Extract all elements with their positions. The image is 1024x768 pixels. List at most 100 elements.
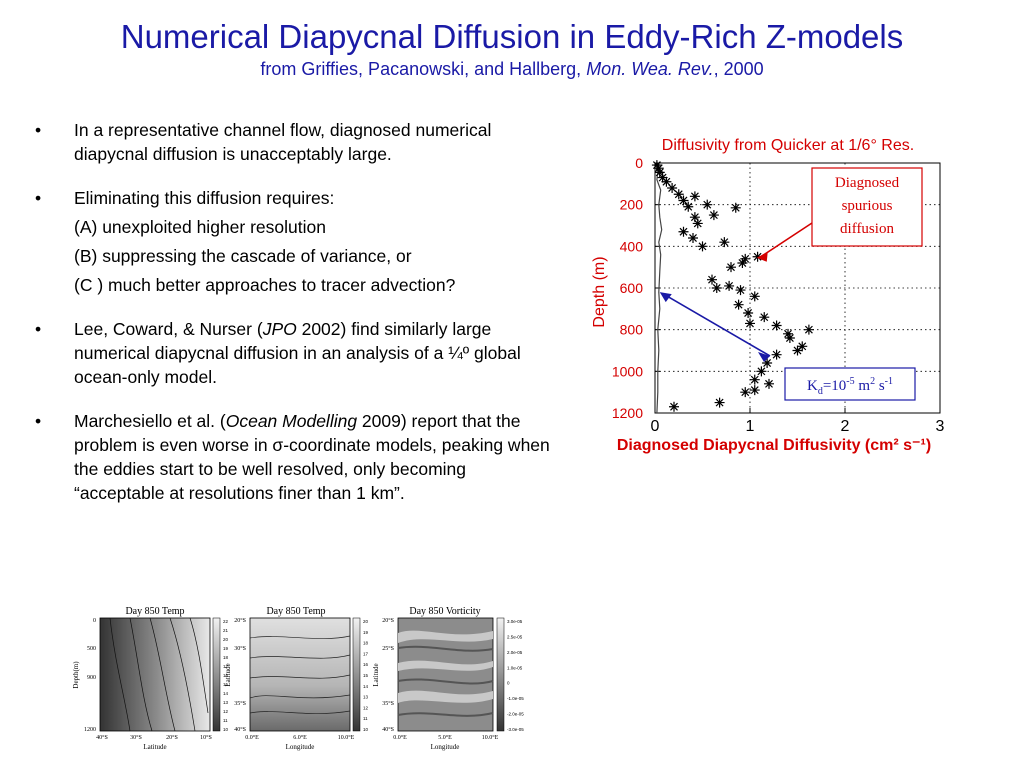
snapshot-ytick: 500 [87,646,96,652]
chart-scatter-series [651,160,814,412]
snapshot-colorbar [496,617,505,732]
y-tick-label: 200 [620,197,644,213]
scatter-point [688,233,698,243]
kd-arrowhead [758,352,770,362]
journal-name: Ocean Modelling [225,411,358,431]
snapshot-xtick: 30°S [130,734,142,741]
bullet-item: • In a representative channel flow, diag… [30,118,555,166]
scatter-point [708,210,719,221]
bullet-subitem: (C ) much better approaches to tracer ad… [74,275,456,295]
bullet-text: Eliminating this diffusion requires: [74,188,335,208]
diffusivity-chart-svg: Diffusivity from Quicker at 1/6° Res. De… [591,137,945,454]
chart-line-series [656,162,663,414]
colorbar-tick-label: 2.0e-05 [507,650,523,655]
journal-name: JPO [262,319,297,339]
scatter-point [764,378,774,389]
x-tick-label: 2 [841,418,850,435]
snapshot-ytick: 25°S [382,645,394,652]
snapshot-title: Day 850 Temp [125,606,184,617]
colorbar-tick-label: 10 [363,727,369,732]
snapshot-ytick: 30°S [234,645,246,652]
scatter-point [797,341,808,352]
bullet-text-post: 2009) report that the problem is even wo… [74,411,550,503]
snapshot-ylabel: Latitude [224,663,232,686]
scatter-point [661,176,672,187]
snapshot-title: Day 850 Vorticity [409,606,480,617]
scatter-point [678,226,689,237]
bullet-dot: • [35,120,42,140]
scatter-point [749,291,760,302]
contour-lines [249,635,351,714]
chart-title: Diffusivity from Quicker at 1/6° Res. [662,137,914,154]
scatter-point [735,285,746,296]
snapshot-xtick: 10.0°E [482,734,499,741]
bullet-text-pre: Lee, Coward, & Nurser ( [74,319,263,339]
colorbar-tick-label: 18 [363,641,369,646]
bullet-item: • Eliminating this diffusion requires: (… [30,186,555,297]
scatter-point [749,385,760,396]
colorbar-tick-label: 15 [223,682,229,687]
scatter-point [702,199,713,210]
snapshot-ytick: 900 [87,675,96,681]
chart-y-axis-label: Depth (m) [591,256,608,327]
colorbar-labels: 3.0e-05 2.5e-05 2.0e-05 1.0e-05 0 -1.0e-05 -2.… [507,619,524,732]
snapshot-xtick: 5.0°E [438,734,452,741]
x-tick-label: 3 [936,418,945,435]
snapshot-xtick: 0.0°E [245,734,259,741]
subtitle-journal: Mon. Wea. Rev. [586,59,714,79]
scatter-point [762,358,773,368]
y-tick-label: 1200 [612,405,643,421]
snapshot-xtick: 6.0°E [293,734,307,741]
x-tick-label: 1 [746,418,755,435]
kd-annotation-label: Kd=10-5 m2 s-1 [807,376,893,397]
bullet-list: • In a representative channel flow, diag… [30,118,555,525]
chart-annotations: Diagnosed spurious diffusion Kd=10-5 m2 … [659,167,923,401]
colorbar-labels: 20 19 18 17 16 15 14 13 12 11 10 [363,619,369,732]
bullet-item: • Marchesiello et al. (Ocean Modelling 2… [30,409,555,505]
snapshot-ytick: 20°S [382,617,394,624]
snapshot-plot [99,617,211,732]
snapshot-xtick: 10°S [200,734,212,741]
colorbar-tick-label: -3.0e-05 [507,727,524,732]
scatter-point [683,201,694,212]
bullet-text-post: 2002) find similarly large numerical dia… [74,319,521,387]
bullet-subitem: (B) suppressing the cascade of variance,… [74,246,412,266]
scatter-point [771,349,782,360]
scatter-point [711,283,722,293]
y-tick-label: 800 [620,322,644,338]
colorbar-tick-label: 14 [223,691,229,696]
diffusivity-profile-line [656,162,663,414]
bullet-item: • Lee, Coward, & Nurser (JPO 2002) find … [30,317,555,389]
scatter-point [714,397,725,408]
scatter-point [667,183,678,193]
contour-lines [109,617,209,732]
scatter-point [759,312,770,323]
snapshot-temp-surface: Day 850 Temp 20°S 30°S 35°S 40°S Latitud… [224,606,369,751]
snapshot-ytick: 40°S [382,726,394,733]
kd-annotation-box [784,367,916,401]
spurious-annotation-line: spurious [842,198,893,214]
snapshot-xlabel: Latitude [143,743,166,751]
snapshot-colorbar [352,617,361,732]
bullet-subitem: (A) unexploited higher resolution [74,217,326,237]
snapshot-ylabel: Depth(m) [72,661,80,689]
colorbar-tick-label: 0 [507,681,510,686]
scatter-point [743,308,754,318]
scatter-point [740,253,751,264]
colorbar-tick-label: -1.0e-05 [507,696,524,701]
scatter-point [756,366,767,377]
colorbar-labels: 22 21 20 19 18 17 16 15 14 13 12 11 10 [223,619,229,732]
subtitle-authors: from Griffies, Pacanowski, and Hallberg, [260,59,587,79]
colorbar-tick-label: 15 [363,673,369,678]
colorbar-tick-label: -2.0e-05 [507,712,524,717]
scatter-point [733,299,744,310]
scatter-point [692,218,703,229]
kd-arrowhead [659,292,672,303]
snapshot-vorticity: Day 850 Vorticity 20°S 25°S 35°S 40°S La… [372,606,524,751]
bullet-dot: • [35,319,42,339]
scatter-point [719,237,730,248]
bullet-text: Marchesiello et al. (Ocean Modelling 200… [74,409,555,505]
snapshot-colorbar [212,617,221,732]
scatter-point [726,262,736,273]
spurious-arrowhead [756,251,768,262]
